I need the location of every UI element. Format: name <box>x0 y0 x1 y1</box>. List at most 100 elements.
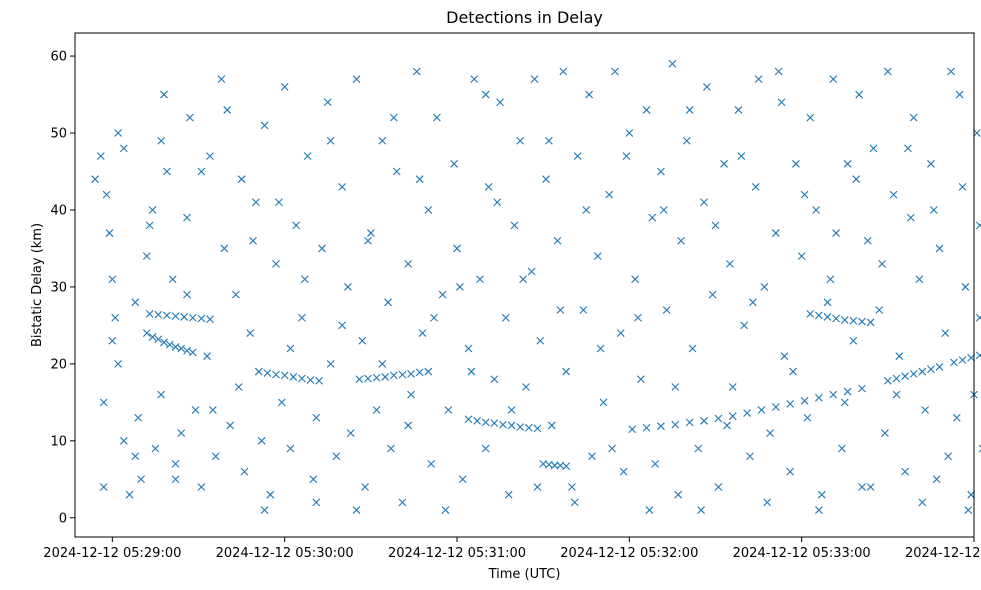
detection-point <box>197 483 206 491</box>
detection-point <box>771 229 780 237</box>
y-tick-label: 40 <box>50 203 67 218</box>
detection-point <box>932 475 941 484</box>
detection-point-track-a <box>154 335 163 344</box>
detection-point-track-b <box>197 314 206 323</box>
detection-point <box>803 413 812 422</box>
detection-point-track-e <box>524 423 533 432</box>
detection-point <box>947 67 955 76</box>
detection-point-track-g <box>628 425 637 434</box>
detection-point <box>619 467 628 476</box>
detection-point <box>496 98 504 107</box>
detection-point-track-b <box>145 309 154 318</box>
detection-point-track-j <box>950 358 958 367</box>
detection-point-track-g <box>815 393 823 402</box>
detection-point <box>967 490 976 499</box>
detection-point <box>849 336 858 345</box>
detection-point-track-i <box>892 374 901 383</box>
detection-point <box>438 290 447 299</box>
detection-point-track-d <box>415 368 424 377</box>
detection-point <box>266 490 275 499</box>
detection-point <box>883 67 892 76</box>
detection-point <box>427 460 436 468</box>
detection-point-track-b <box>171 312 180 321</box>
detection-point <box>352 506 361 514</box>
detection-point <box>404 259 413 268</box>
detection-point-track-b <box>154 310 163 319</box>
detection-point <box>823 298 832 307</box>
detection-point <box>533 483 542 491</box>
detection-point-track-a <box>142 329 151 337</box>
detection-point <box>191 406 200 414</box>
detection-point <box>217 75 226 84</box>
detection-point <box>470 75 479 84</box>
detection-point <box>260 506 269 514</box>
detection-point <box>384 298 392 307</box>
detection-point-track-g <box>829 390 838 399</box>
detection-point-track-d <box>355 375 364 384</box>
detection-point <box>766 429 774 438</box>
detection-point-track-c <box>263 369 272 377</box>
detection-point <box>568 483 576 491</box>
detection-point <box>108 336 117 345</box>
detection-point <box>493 198 502 207</box>
detection-point-track-e <box>490 419 499 428</box>
detection-point <box>378 136 387 145</box>
detection-point-track-e <box>499 420 507 429</box>
detection-point <box>840 398 849 407</box>
detection-point <box>556 306 565 314</box>
detection-point <box>504 490 513 499</box>
detection-point <box>812 206 820 214</box>
x-tick-label: 2024-12-12 05:32:00 <box>560 546 698 561</box>
detection-point <box>318 244 326 253</box>
detection-point <box>424 206 433 214</box>
detection-point-track-h <box>858 317 866 326</box>
detection-point <box>642 106 651 114</box>
detection-point-track-b <box>206 315 214 324</box>
detection-point <box>346 429 355 438</box>
detection-point <box>800 190 809 199</box>
detection-point <box>622 152 631 161</box>
detection-point <box>197 167 206 176</box>
detection-point <box>958 183 967 191</box>
detection-point <box>668 59 677 68</box>
detection-point <box>131 298 140 307</box>
detection-point <box>102 190 111 199</box>
detection-point-track-h <box>806 309 815 318</box>
detection-point <box>300 275 309 284</box>
detection-point <box>481 90 490 99</box>
detection-point-track-d <box>424 367 433 376</box>
detection-point <box>737 152 746 161</box>
detection-point-track-g <box>843 387 852 396</box>
detection-point <box>648 213 657 222</box>
detection-point <box>455 283 464 291</box>
detection-point <box>935 244 944 253</box>
chart-title: Detections in Delay <box>446 8 603 27</box>
detection-point <box>975 221 981 230</box>
detection-point-track-e <box>533 424 542 433</box>
detection-point-track-c <box>280 371 289 380</box>
detection-point <box>108 275 117 284</box>
detection-point <box>246 329 255 337</box>
detection-point <box>892 390 901 399</box>
detection-point <box>677 236 685 245</box>
detection-point <box>105 229 114 237</box>
detection-point <box>171 475 180 484</box>
detection-point <box>616 329 625 337</box>
detection-point <box>392 167 401 176</box>
detection-point <box>343 283 352 291</box>
detection-point <box>522 383 530 391</box>
detection-point <box>249 236 257 245</box>
detection-point <box>723 421 731 430</box>
detection-point <box>404 421 413 430</box>
detection-point <box>464 344 473 353</box>
detection-point <box>964 506 973 514</box>
detection-point <box>211 452 220 461</box>
detection-point <box>711 221 720 230</box>
detection-point <box>453 244 461 253</box>
detection-point <box>292 221 301 230</box>
detection-point <box>183 290 191 299</box>
x-tick-label: 2024-12-12 05:29:00 <box>43 546 181 561</box>
detection-point <box>501 313 510 322</box>
detection-point-track-d <box>364 374 372 383</box>
